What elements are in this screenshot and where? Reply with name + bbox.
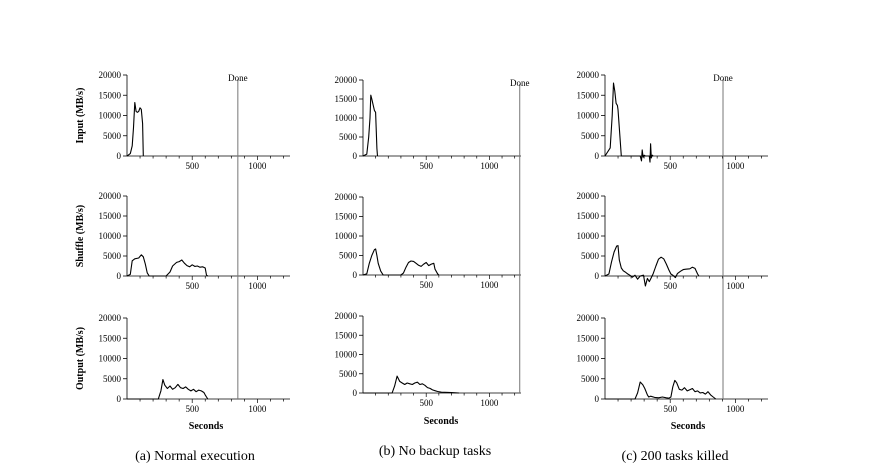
series-line-b-2: [362, 248, 440, 276]
y-tick-label: 15000: [335, 330, 358, 340]
series-line-a-2: [126, 254, 209, 277]
x-axis-title: Seconds: [671, 421, 706, 432]
y-tick-label: 10000: [99, 354, 122, 364]
y-tick-label: 20000: [99, 70, 122, 80]
y-tick-label: 10000: [577, 354, 600, 364]
y-tick-label: 5000: [103, 251, 122, 261]
panel-a-1: 0 5000 10000 15000 20000 500 1000 Input (MB/s): [75, 70, 290, 171]
y-tick-label: 15000: [335, 94, 358, 104]
y-tick-label: 15000: [335, 212, 358, 222]
y-tick-label: 0: [353, 388, 358, 398]
row-label: Output (MB/s): [75, 327, 86, 390]
panel-a-3: 0 5000 10000 15000 20000 500 1000 Output (MB/s): [75, 313, 290, 414]
y-tick-label: 10000: [577, 111, 600, 121]
x-tick-label: 1000: [248, 281, 267, 291]
panel-c-3: 0 5000 10000 15000 20000 500 1000: [577, 313, 768, 414]
y-tick-label: 10000: [577, 231, 600, 241]
series-line-c-3: [605, 379, 717, 400]
caption: (a) Normal execution: [135, 449, 255, 464]
y-tick-label: 0: [595, 394, 600, 404]
y-tick-label: 0: [595, 151, 600, 161]
y-tick-label: 0: [353, 270, 358, 280]
y-tick-label: 10000: [335, 231, 358, 241]
y-tick-label: 5000: [581, 374, 600, 384]
caption: (c) 200 tasks killed: [622, 449, 729, 464]
y-tick-label: 20000: [99, 191, 122, 201]
x-tick-label: 1000: [248, 404, 267, 414]
y-tick-label: 10000: [99, 111, 122, 121]
x-tick-label: 1000: [726, 404, 745, 414]
x-tick-label: 500: [185, 404, 199, 414]
panel-c-1: 0 5000 10000 15000 20000 500 1000: [577, 70, 768, 171]
series-line-b-3: [363, 375, 460, 394]
y-tick-label: 5000: [339, 132, 358, 142]
panel-b-1: 0 5000 10000 15000 20000 500 1000: [335, 75, 521, 171]
y-tick-label: 5000: [339, 251, 358, 261]
series-line-b-1: [362, 94, 379, 157]
y-tick-label: 10000: [335, 350, 358, 360]
panel-a-2: 0 5000 10000 15000 20000 500 1000 Shuffle (MB/s…: [75, 191, 290, 291]
x-axis-title: Seconds: [189, 421, 224, 432]
x-tick-label: 1000: [248, 161, 267, 171]
y-tick-label: 15000: [99, 333, 122, 343]
y-tick-label: 15000: [577, 333, 600, 343]
y-tick-label: 0: [595, 271, 600, 281]
y-tick-label: 5000: [103, 374, 122, 384]
x-tick-label: 500: [419, 161, 433, 171]
x-tick-label: 500: [663, 161, 677, 171]
y-tick-label: 10000: [99, 231, 122, 241]
x-tick-label: 500: [185, 281, 199, 291]
x-tick-label: 500: [663, 281, 677, 291]
y-tick-label: 20000: [335, 192, 358, 202]
caption: (b) No backup tasks: [379, 444, 491, 459]
y-tick-label: 20000: [335, 75, 358, 85]
x-tick-label: 1000: [480, 280, 499, 290]
y-tick-label: 15000: [577, 90, 600, 100]
y-tick-label: 15000: [99, 90, 122, 100]
series-line-c-1: [604, 82, 654, 163]
y-tick-label: 0: [117, 394, 122, 404]
x-tick-label: 500: [663, 404, 677, 414]
done-label: Done: [228, 73, 248, 83]
x-tick-label: 500: [419, 398, 433, 408]
y-tick-label: 5000: [581, 251, 600, 261]
y-tick-label: 20000: [577, 191, 600, 201]
series-line-a-3: [127, 379, 209, 400]
x-tick-label: 1000: [480, 161, 499, 171]
series-line-a-1: [126, 101, 144, 157]
row-label: Input (MB/s): [75, 88, 86, 144]
x-tick-label: 1000: [726, 281, 745, 291]
done-label: Done: [713, 73, 733, 83]
panel-b-2: 0 5000 10000 15000 20000 500 1000: [335, 192, 521, 290]
y-tick-label: 15000: [577, 211, 600, 221]
y-tick-label: 5000: [339, 369, 358, 379]
x-axis-title: Seconds: [424, 416, 459, 427]
y-tick-label: 0: [117, 151, 122, 161]
y-tick-label: 0: [117, 271, 122, 281]
panel-c-2: 0 5000 10000 15000 20000 500 1000: [577, 191, 768, 291]
x-tick-label: 500: [419, 280, 433, 290]
y-tick-label: 20000: [99, 313, 122, 323]
y-tick-label: 20000: [577, 70, 600, 80]
y-tick-label: 5000: [103, 131, 122, 141]
x-tick-label: 500: [185, 161, 199, 171]
x-tick-label: 1000: [480, 398, 499, 408]
y-tick-label: 20000: [335, 311, 358, 321]
x-tick-label: 1000: [726, 161, 745, 171]
row-label: Shuffle (MB/s): [75, 205, 86, 268]
done-label: Done: [510, 78, 530, 88]
y-tick-label: 15000: [99, 211, 122, 221]
series-line-c-2: [604, 245, 700, 287]
y-tick-label: 10000: [335, 113, 358, 123]
y-tick-label: 0: [353, 151, 358, 161]
y-tick-label: 20000: [577, 313, 600, 323]
y-tick-label: 5000: [581, 131, 600, 141]
panel-b-3: 0 5000 10000 15000 20000 500 1000: [335, 311, 521, 408]
